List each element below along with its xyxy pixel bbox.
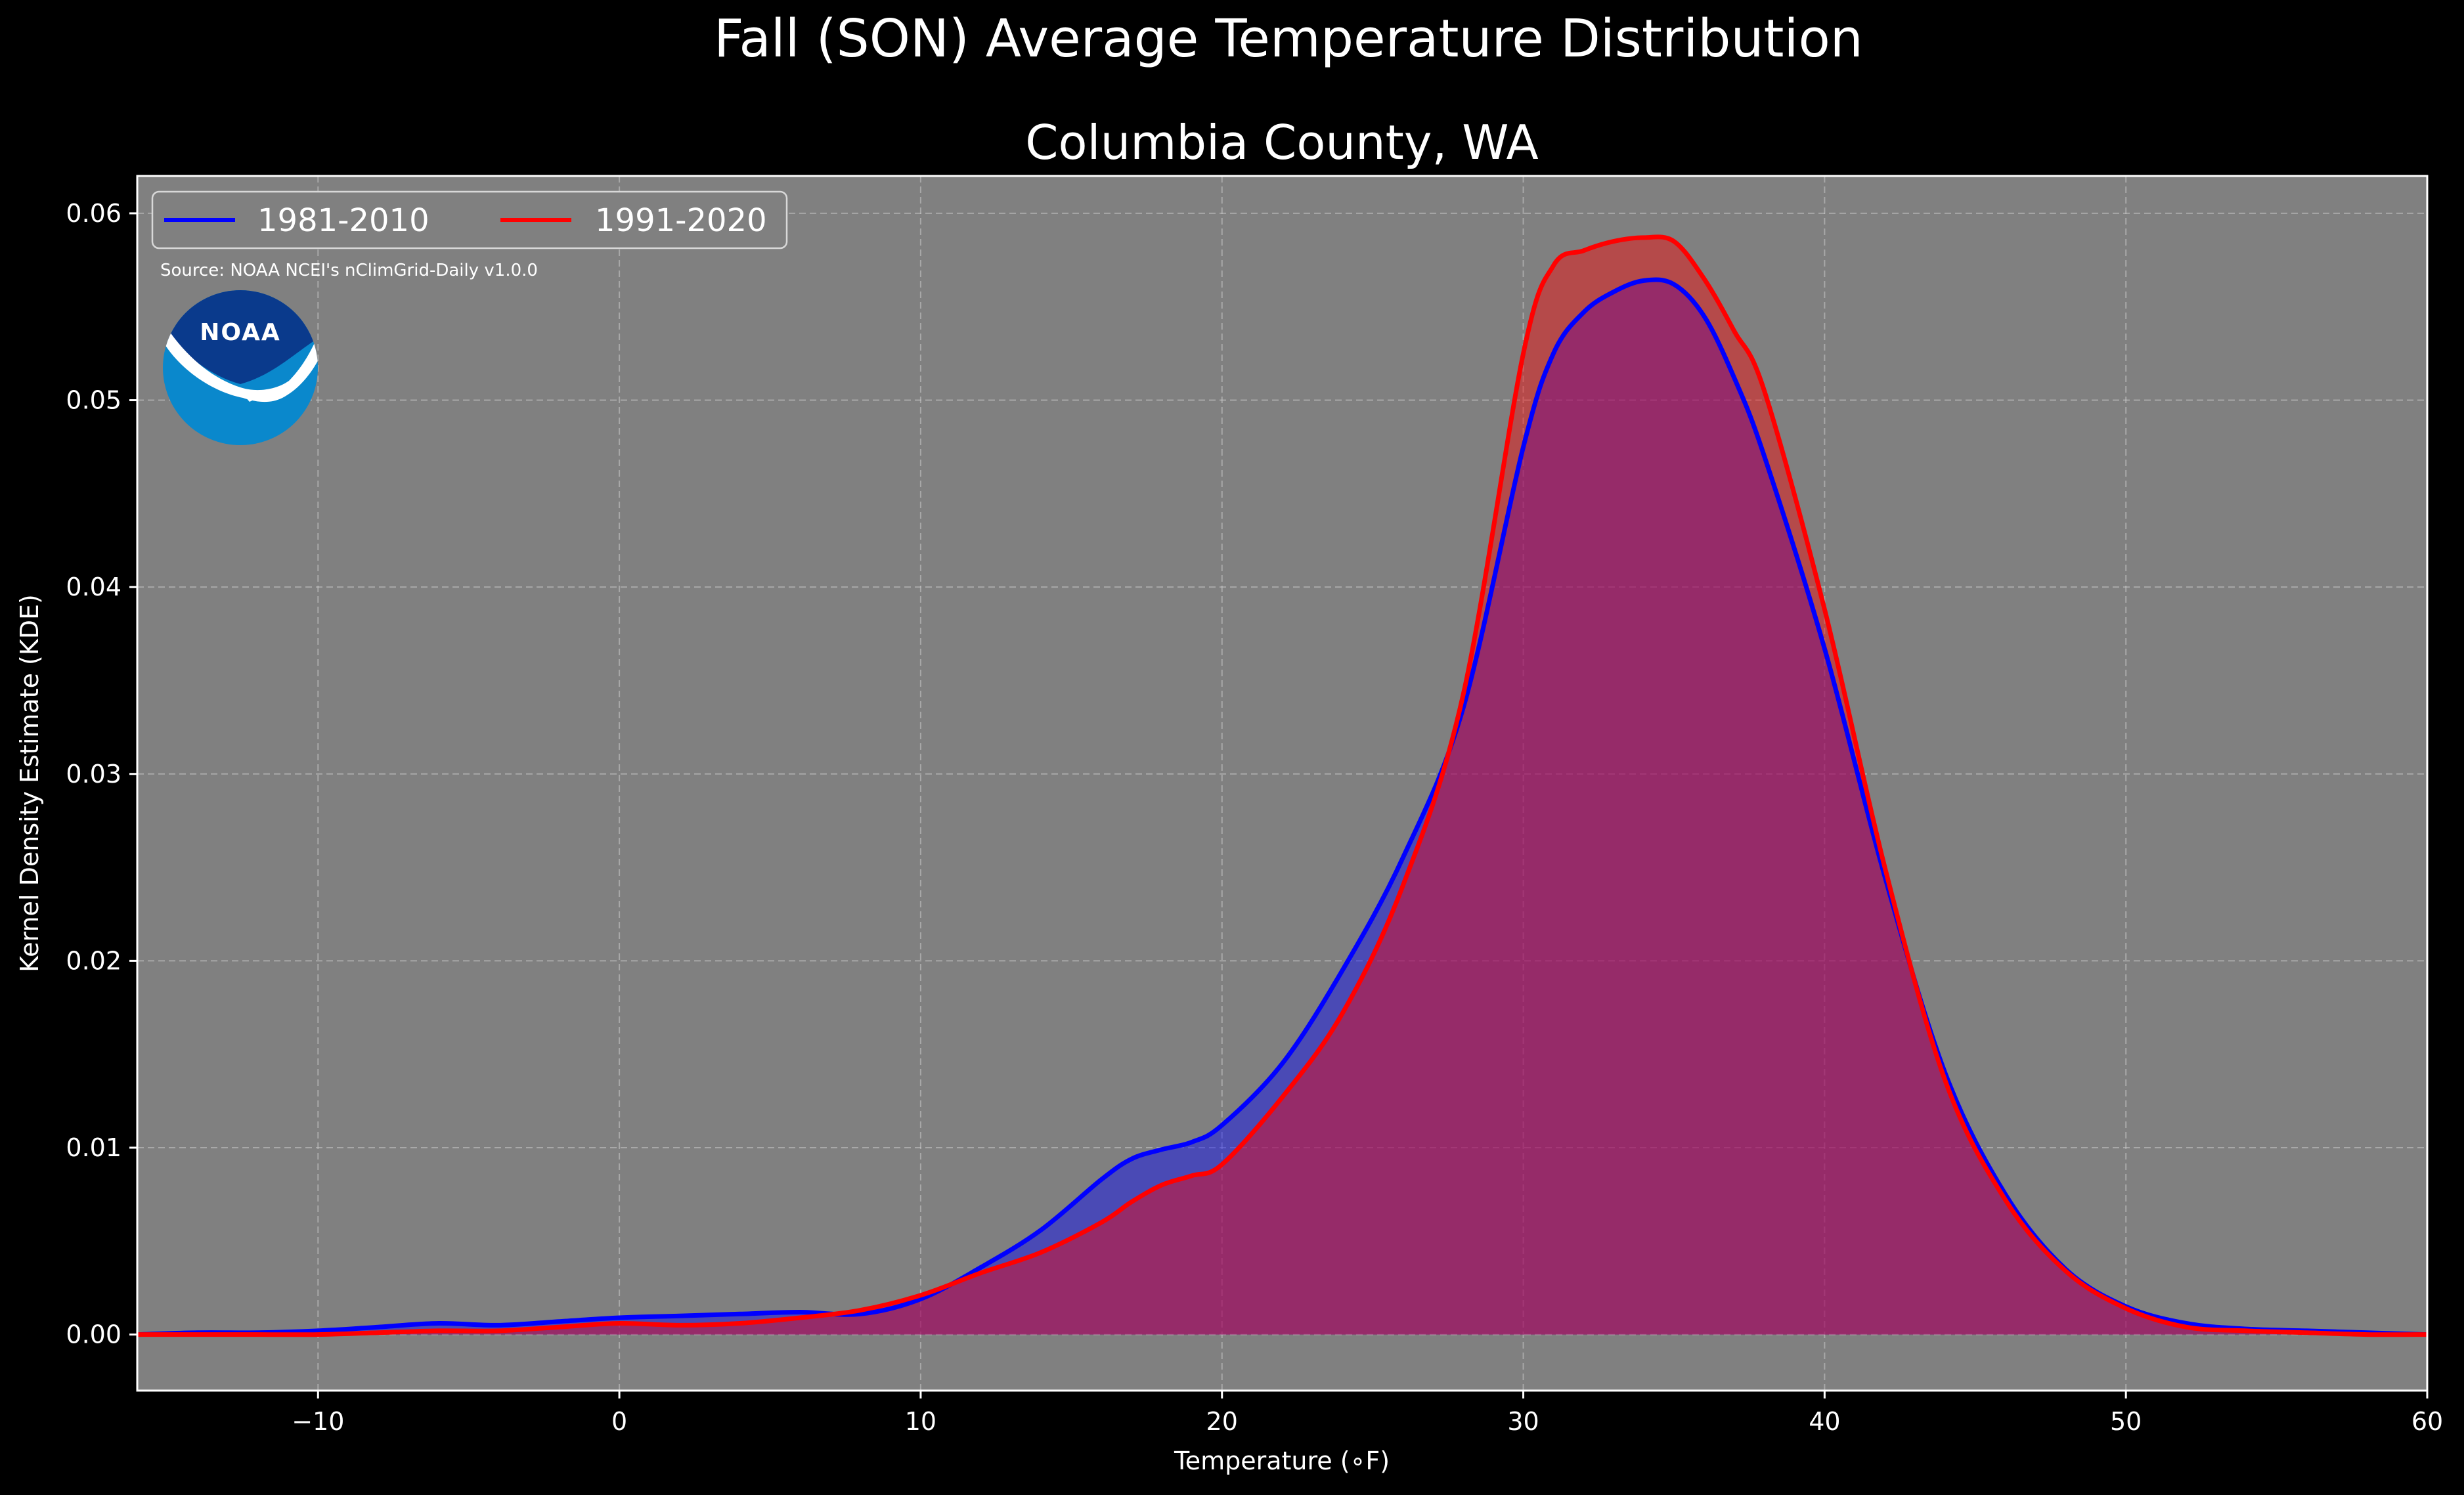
x-tick-label: 10 [905,1407,936,1436]
svg-text:NOAA: NOAA [200,319,281,346]
y-axis-label: Kernel Density Estimate (KDE) [15,594,44,972]
x-tick-label: 60 [2411,1407,2443,1436]
y-tick-label: 0.02 [66,946,121,975]
legend-box [151,190,788,249]
y-tick-label: 0.05 [66,386,121,415]
chart-suptitle: Fall (SON) Average Temperature Distribut… [714,9,1863,69]
chart-title: Columbia County, WA [1025,115,1539,170]
plot-area [137,176,2427,1391]
x-tick-label: 30 [1507,1407,1539,1436]
density-line-1981-2010 [137,277,2428,1337]
x-tick-label: 50 [2110,1407,2142,1436]
y-tick-label: 0.03 [66,760,121,789]
y-tick-label: 0.06 [66,199,121,228]
density-line-1991-2020 [137,234,2428,1337]
x-tick-label: −10 [292,1407,344,1436]
density-lines [137,234,2428,1337]
x-tick-label: 0 [611,1407,627,1436]
density-fill-1991-2020 [137,236,2427,1335]
density-fill-1981-2010 [137,279,2427,1335]
x-axis-ticks: −10 0 10 20 30 40 50 60 [292,1391,2443,1436]
x-axis-label: Temperature (∘F) [1174,1446,1390,1475]
plot-frame [136,175,2429,1392]
y-tick-label: 0.01 [66,1133,121,1162]
y-tick-label: 0.00 [66,1320,121,1349]
y-axis-ticks: 0.00 0.01 0.02 0.03 0.04 0.05 0.06 [66,199,137,1349]
legend: 1981-2010 1991-2020 [151,190,788,249]
legend-label-1981-2010: 1981-2010 [257,202,429,239]
density-areas [137,236,2427,1335]
noaa-logo-icon: NOAA [163,290,318,445]
x-tick-label: 40 [1809,1407,1840,1436]
legend-label-1991-2020: 1991-2020 [595,202,767,239]
x-tick-label: 20 [1206,1407,1238,1436]
source-note: Source: NOAA NCEI's nClimGrid-Daily v1.0… [160,261,538,280]
y-tick-label: 0.04 [66,573,121,601]
